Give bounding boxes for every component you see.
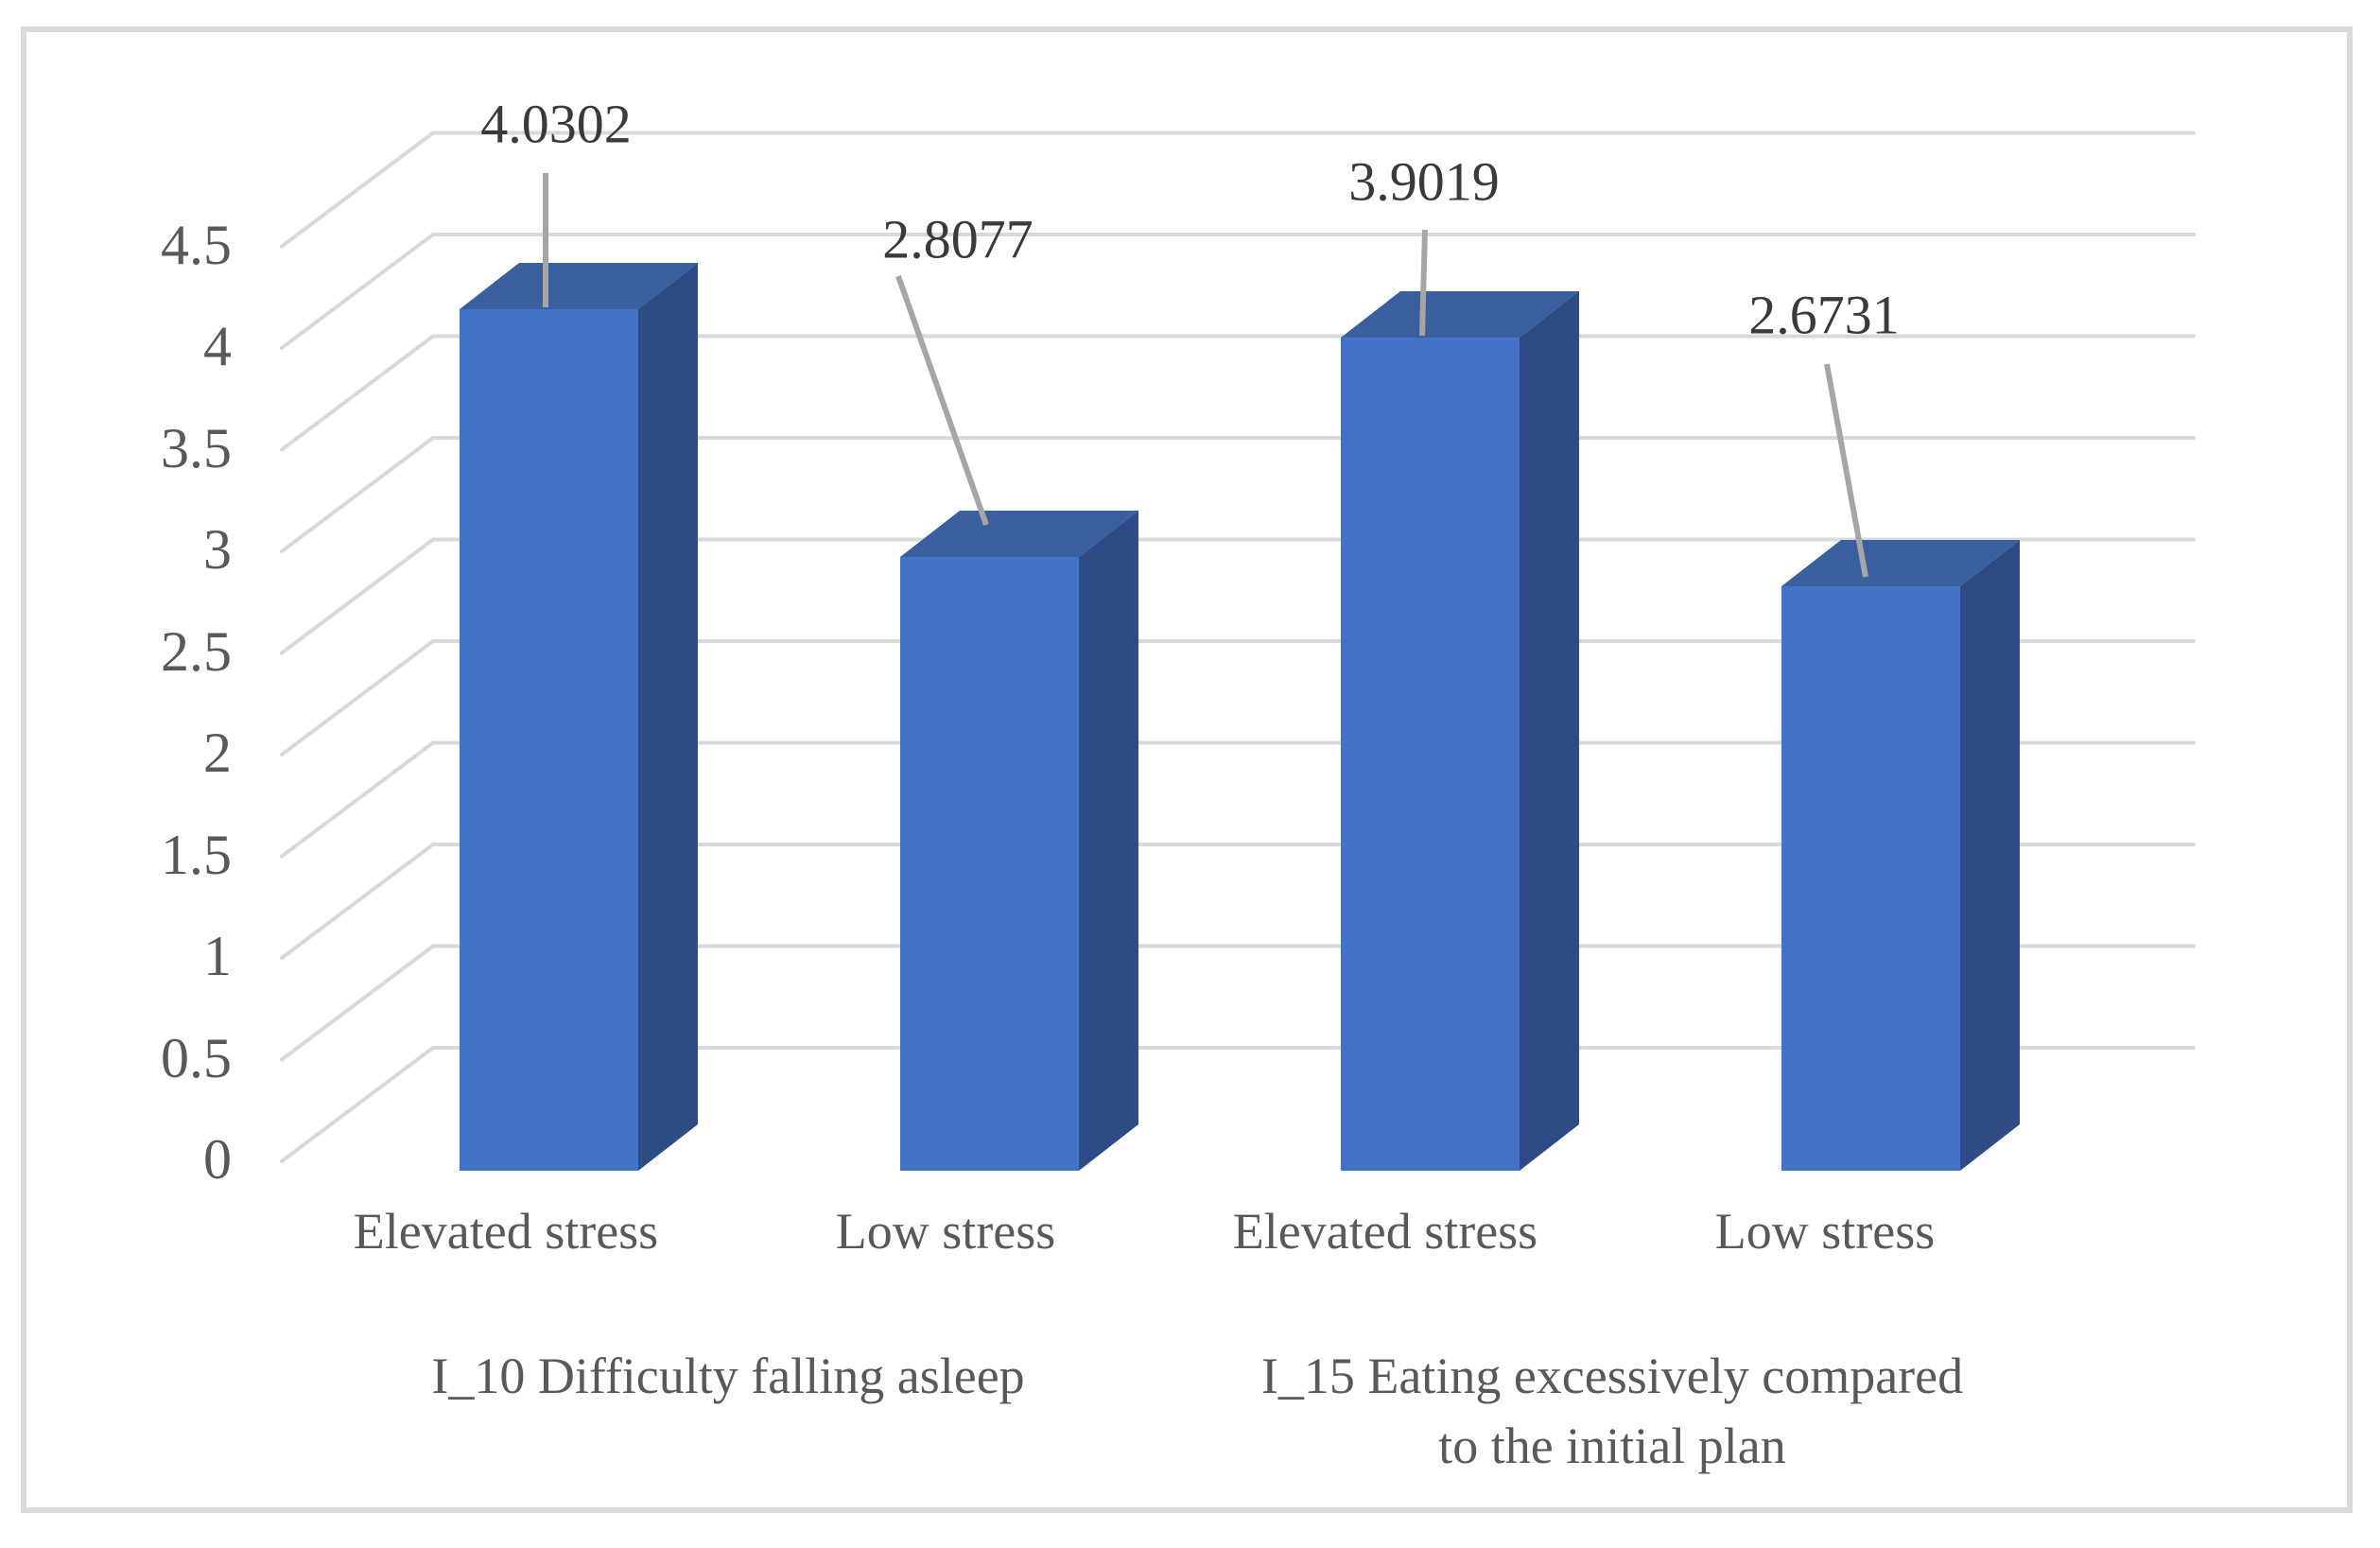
data-label: 3.9019 [1348,150,1500,213]
bar-side-face [1960,540,2020,1171]
y-axis-tick-label: 1.5 [161,823,232,886]
bar-front-face [1341,338,1520,1171]
y-axis-tick-label: 2.5 [161,619,232,683]
group-axis-label-line: to the initial plan [1438,1418,1786,1474]
bar-column-4 [1781,540,2020,1171]
gridline [280,843,2196,960]
gridline [280,1046,2196,1163]
bar-side-face [1079,511,1138,1171]
data-label: 2.8077 [882,208,1034,270]
bar-column-3 [1341,291,1579,1171]
leader-line [1419,229,1428,337]
category-label: Elevated stress [353,1203,659,1260]
y-axis-tick-label: 0 [203,1128,232,1191]
y-axis-tick-label: 0.5 [161,1026,232,1089]
group-axis-label-line: I_15 Eating excessively compared [1260,1348,1964,1404]
bar-front-face [460,309,638,1171]
gridline [280,130,2196,249]
gridline [280,537,2196,655]
group-axis-label-line: I_10 Difficulty falling asleep [431,1348,1025,1404]
group-axis-label: I_15 Eating excessively compared to the i… [1261,1341,1963,1481]
bar-column-1 [460,263,698,1171]
y-axis-tick-label: 4.5 [161,213,232,276]
bar-side-face [1520,291,1579,1171]
bar-front-face [900,557,1079,1171]
gridline [280,436,2196,553]
bar-top-face [1781,540,2020,586]
gridline [280,639,2196,757]
category-label: Low stress [835,1203,1056,1260]
group-axis-label: I_10 Difficulty falling asleep [431,1341,1024,1411]
category-label: Elevated stress [1232,1203,1538,1260]
bar-front-face [1781,586,1960,1171]
data-label: 2.6731 [1748,284,1900,346]
bar-column-2 [900,511,1138,1171]
bar-top-face [460,263,698,309]
bar-side-face [638,263,698,1171]
y-axis-tick-label: 4 [203,315,232,378]
data-label: 4.0302 [480,93,632,155]
y-axis-tick-label: 3.5 [161,416,232,479]
gridline [280,740,2196,859]
leader-line [1824,363,1868,578]
y-axis-tick-label: 1 [203,925,232,988]
bar-top-face [900,511,1138,557]
y-axis-tick-label: 3 [203,518,232,582]
bar-top-face [1341,291,1579,338]
gridline [280,334,2196,452]
y-axis-tick-label: 2 [203,722,232,785]
leader-line [895,274,989,527]
gridline [280,944,2196,1062]
category-label: Low stress [1714,1203,1936,1260]
gridline [280,233,2196,350]
